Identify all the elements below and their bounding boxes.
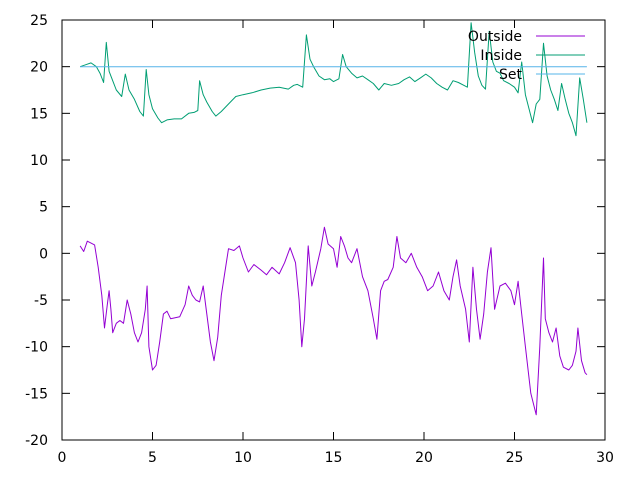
legend: Outside Inside Set [468,29,585,83]
y-tick-label: 10 [30,153,48,169]
y-tick-label: 15 [30,106,48,122]
x-axis: 0 5 10 15 20 25 30 [58,20,614,466]
y-tick-label: -20 [25,433,48,449]
x-tick-label: 5 [148,450,157,466]
y-axis: -20 -15 -10 -5 0 5 10 15 20 25 [25,13,605,449]
y-tick-label: 20 [30,60,48,76]
legend-label-set: Set [499,67,523,83]
y-tick-label: -15 [25,386,48,402]
x-tick-label: 20 [415,450,433,466]
x-tick-label: 30 [596,450,614,466]
series-line-outside [79,226,588,416]
series-layer [79,22,588,416]
y-tick-label: 0 [39,246,48,262]
legend-label-outside: Outside [468,29,522,45]
x-tick-label: 10 [234,450,252,466]
series-line-inside [79,22,588,137]
legend-label-inside: Inside [480,48,522,64]
y-tick-label: -10 [25,340,48,356]
x-tick-label: 15 [325,450,343,466]
x-tick-label: 25 [506,450,524,466]
y-tick-label: 25 [30,13,48,29]
plot-frame [61,19,606,441]
y-tick-label: 5 [39,200,48,216]
x-tick-label: 0 [58,450,67,466]
y-tick-label: -5 [34,293,48,309]
